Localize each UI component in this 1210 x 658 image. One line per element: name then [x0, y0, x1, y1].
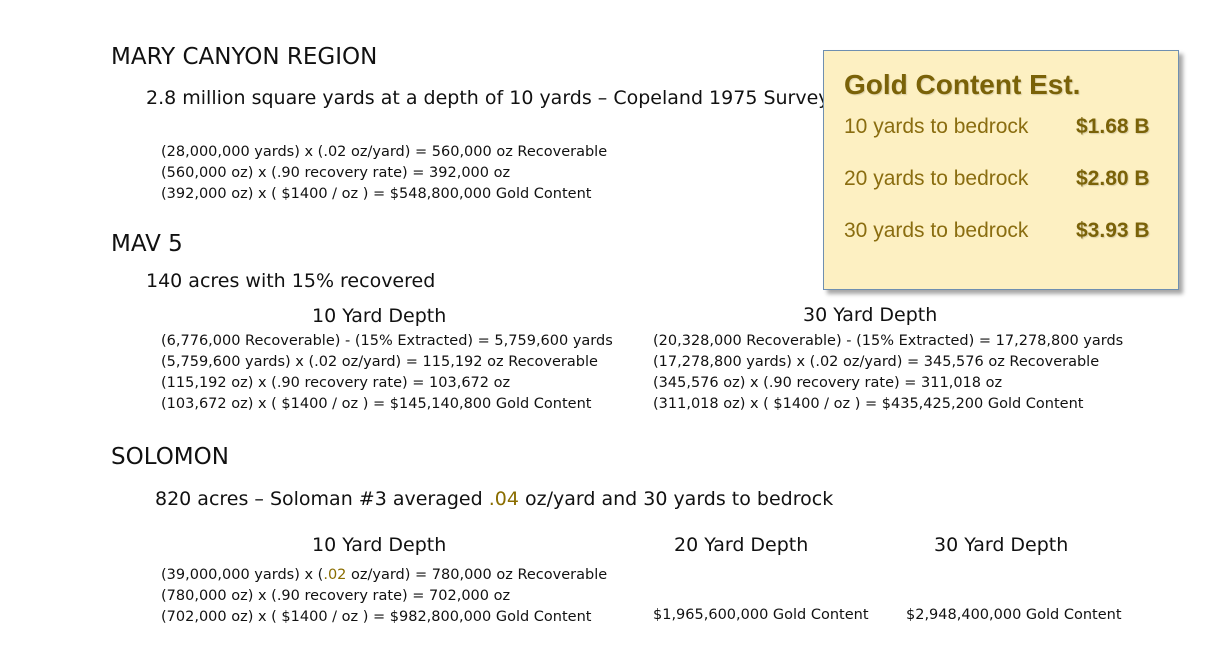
calc-line: (103,672 oz) x ( $1400 / oz ) = $145,140…: [161, 396, 592, 412]
solomon-10yd-calc: (39,000,000 yards) x (.02 oz/yard) = 780…: [161, 565, 607, 628]
calc-line: (780,000 oz) x (.90 recovery rate) = 702…: [161, 588, 511, 604]
calc-highlight: .02: [323, 567, 347, 583]
mary-canyon-subtitle: 2.8 million square yards at a depth of 1…: [146, 87, 830, 109]
solomon-30yd-value: $2,948,400,000 Gold Content: [906, 607, 1122, 623]
subtitle-text: 820 acres – Soloman #3 averaged: [155, 488, 489, 510]
subtitle-highlight: .04: [488, 488, 519, 510]
calc-line: (28,000,000 yards) x (.02 oz/yard) = 560…: [161, 144, 608, 160]
estimate-row-label: 30 yards to bedrock: [844, 219, 1029, 242]
estimate-row-value: $1.68 B: [1076, 115, 1150, 138]
calc-line: (6,776,000 Recoverable) - (15% Extracted…: [161, 333, 613, 349]
estimate-row-label: 10 yards to bedrock: [844, 115, 1029, 138]
calc-text: oz/yard) = 780,000 oz Recoverable: [346, 567, 608, 583]
mav5-30yd-title: 30 Yard Depth: [803, 304, 938, 326]
mary-canyon-calc: (28,000,000 yards) x (.02 oz/yard) = 560…: [161, 142, 607, 205]
calc-line: (392,000 oz) x ( $1400 / oz ) = $548,800…: [161, 186, 592, 202]
calc-line: (345,576 oz) x (.90 recovery rate) = 311…: [653, 375, 1003, 391]
mav5-10yd-title: 10 Yard Depth: [312, 305, 447, 327]
solomon-20yd-title: 20 Yard Depth: [674, 534, 809, 556]
calc-line: (5,759,600 yards) x (.02 oz/yard) = 115,…: [161, 354, 598, 370]
estimate-row-label: 20 yards to bedrock: [844, 167, 1029, 190]
mav5-30yd-calc: (20,328,000 Recoverable) - (15% Extracte…: [653, 331, 1123, 415]
solomon-30yd-title: 30 Yard Depth: [934, 534, 1069, 556]
calc-line: (311,018 oz) x ( $1400 / oz ) = $435,425…: [653, 396, 1084, 412]
mary-canyon-heading: MARY CANYON REGION: [111, 44, 378, 70]
calc-line: (39,000,000 yards) x (.02 oz/yard) = 780…: [161, 565, 607, 586]
gold-estimate-box: Gold Content Est. 10 yards to bedrock $1…: [823, 50, 1179, 290]
estimate-row-value: $3.93 B: [1076, 219, 1150, 242]
estimate-row-value: $2.80 B: [1076, 167, 1150, 190]
calc-line: (115,192 oz) x (.90 recovery rate) = 103…: [161, 375, 511, 391]
solomon-heading: SOLOMON: [111, 444, 229, 470]
calc-text: (39,000,000 yards) x (: [161, 567, 324, 583]
calc-line: (702,000 oz) x ( $1400 / oz ) = $982,800…: [161, 609, 592, 625]
solomon-20yd-value: $1,965,600,000 Gold Content: [653, 607, 869, 623]
calc-line: (560,000 oz) x (.90 recovery rate) = 392…: [161, 165, 511, 181]
calc-line: (17,278,800 yards) x (.02 oz/yard) = 345…: [653, 354, 1100, 370]
mav5-10yd-calc: (6,776,000 Recoverable) - (15% Extracted…: [161, 331, 613, 415]
gold-estimate-title: Gold Content Est.: [844, 69, 1081, 100]
solomon-subtitle: 820 acres – Soloman #3 averaged .04 oz/y…: [155, 488, 833, 510]
mav5-subtitle: 140 acres with 15% recovered: [146, 270, 436, 292]
calc-line: (20,328,000 Recoverable) - (15% Extracte…: [653, 333, 1124, 349]
solomon-10yd-title: 10 Yard Depth: [312, 534, 447, 556]
mav5-heading: MAV 5: [111, 231, 183, 257]
subtitle-text: oz/yard and 30 yards to bedrock: [518, 488, 834, 510]
